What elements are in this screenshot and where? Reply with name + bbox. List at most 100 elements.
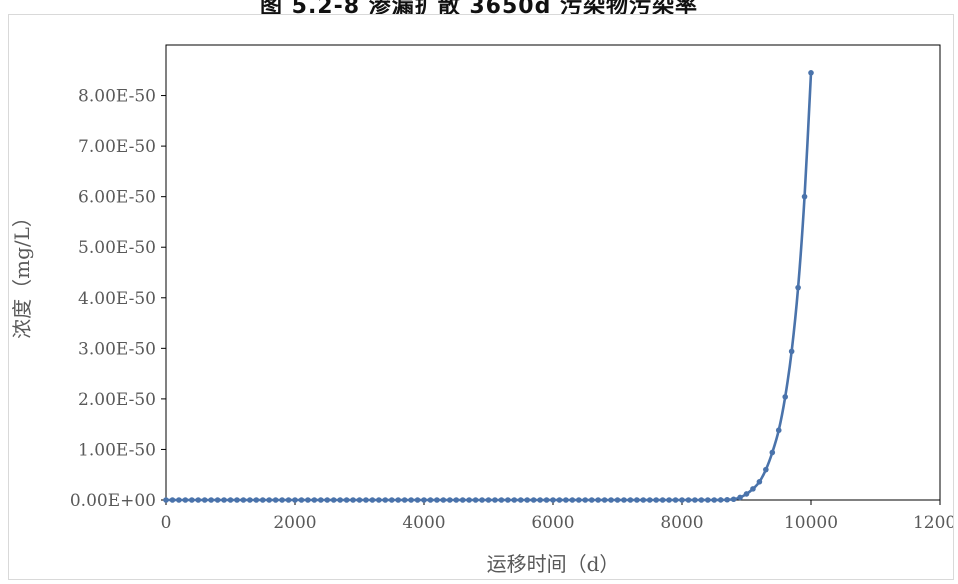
data-point	[614, 497, 621, 503]
x-tick-label: 10000	[784, 513, 838, 533]
data-point	[279, 497, 285, 503]
y-tick-label: 8.00E-50	[78, 87, 156, 107]
chart-area: 0.00E+00 1.00E-50 2.00E-50 3.00E-50 4.00E-50…	[8, 14, 958, 580]
data-point	[189, 497, 195, 503]
data-point	[195, 497, 202, 503]
data-point	[685, 497, 692, 503]
data-point	[492, 497, 498, 503]
data-point	[563, 497, 569, 503]
y-tick-label: 7.00E-50	[78, 137, 156, 157]
data-point	[337, 497, 343, 503]
data-point	[408, 497, 414, 503]
data-point	[627, 497, 634, 503]
y-tick-label: 2.00E-50	[78, 390, 156, 410]
x-tick-label: 6000	[531, 513, 574, 533]
data-point	[556, 497, 563, 503]
data-point	[440, 497, 447, 503]
data-point	[343, 497, 350, 503]
data-point	[434, 497, 440, 503]
data-point	[517, 497, 524, 503]
y-tick-label: 3.00E-50	[78, 339, 156, 359]
data-point	[788, 348, 795, 355]
data-point	[601, 497, 608, 503]
data-point	[646, 497, 653, 503]
data-point	[376, 497, 382, 503]
data-point	[266, 497, 273, 503]
data-point	[711, 497, 718, 503]
data-point	[176, 497, 182, 503]
data-point	[640, 497, 647, 503]
x-axis-ticks: 0 2000 4000 6000 8000 10000 12000	[161, 500, 958, 533]
data-point	[756, 479, 763, 485]
data-point	[298, 497, 305, 503]
data-point	[692, 497, 698, 503]
data-point	[498, 497, 505, 503]
data-point	[698, 497, 705, 503]
data-point	[717, 497, 724, 503]
y-tick-label: 1.00E-50	[78, 440, 156, 460]
y-tick-label: 6.00E-50	[78, 188, 156, 208]
data-point	[653, 497, 659, 503]
data-point	[782, 394, 788, 400]
y-axis-ticks: 0.00E+00 1.00E-50 2.00E-50 3.00E-50 4.00E-50…	[70, 87, 166, 511]
data-point	[750, 486, 756, 492]
y-tick-label: 5.00E-50	[78, 238, 156, 258]
data-point	[466, 497, 472, 503]
data-point	[272, 497, 279, 503]
data-point	[524, 497, 530, 503]
data-point	[576, 497, 582, 503]
data-point	[608, 497, 614, 503]
x-tick-label: 8000	[660, 513, 703, 533]
data-point	[382, 497, 389, 503]
y-axis-label: 浓度（mg/L）	[10, 207, 34, 339]
data-point	[550, 497, 556, 503]
data-point	[595, 497, 601, 503]
data-point	[363, 497, 369, 503]
data-point	[537, 497, 543, 503]
data-point	[453, 497, 460, 503]
data-point	[330, 497, 337, 503]
data-point	[388, 497, 395, 503]
data-point	[447, 497, 453, 503]
data-point	[775, 427, 782, 434]
data-point	[479, 497, 485, 503]
data-point	[427, 497, 434, 503]
data-point	[356, 497, 363, 503]
data-point	[801, 193, 808, 200]
x-tick-label: 0	[161, 513, 172, 533]
data-point	[292, 497, 298, 503]
data-point	[666, 497, 672, 503]
data-point	[227, 497, 234, 503]
data-point	[569, 497, 576, 503]
data-point	[659, 497, 666, 503]
data-point	[485, 497, 492, 503]
x-tick-label: 2000	[273, 513, 316, 533]
data-point	[582, 497, 589, 503]
data-point	[259, 497, 266, 503]
data-point	[401, 497, 408, 503]
data-point	[621, 497, 627, 503]
data-point	[253, 497, 260, 503]
data-point	[318, 497, 324, 503]
data-point	[182, 497, 189, 503]
data-point	[459, 497, 466, 503]
data-point	[169, 497, 176, 503]
data-point	[679, 497, 685, 503]
data-point	[511, 497, 518, 503]
series-layer	[163, 70, 814, 503]
data-point	[285, 497, 292, 503]
data-point	[543, 497, 550, 503]
data-point	[705, 497, 711, 503]
data-point	[214, 497, 221, 503]
data-point	[350, 497, 356, 503]
y-tick-label: 4.00E-50	[78, 289, 156, 309]
data-point	[247, 497, 253, 503]
data-point	[305, 497, 311, 503]
data-point	[808, 70, 814, 76]
data-point	[730, 496, 737, 503]
data-point	[395, 497, 402, 503]
data-point	[369, 497, 376, 503]
data-point	[221, 497, 227, 503]
data-point	[763, 466, 769, 473]
data-point	[724, 496, 730, 503]
